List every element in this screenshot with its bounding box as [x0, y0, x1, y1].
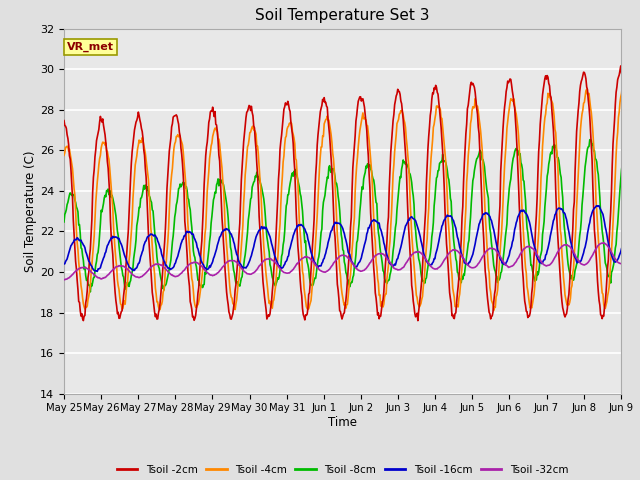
Tsoil -32cm	[456, 250, 463, 256]
Tsoil -16cm	[131, 267, 138, 273]
Line: Tsoil -4cm: Tsoil -4cm	[64, 86, 640, 311]
Tsoil -32cm	[291, 264, 299, 270]
Tsoil -2cm	[291, 167, 299, 173]
Tsoil -8cm	[423, 269, 431, 275]
Title: Soil Temperature Set 3: Soil Temperature Set 3	[255, 9, 429, 24]
Tsoil -32cm	[60, 277, 68, 283]
Line: Tsoil -8cm: Tsoil -8cm	[64, 139, 640, 292]
Tsoil -8cm	[240, 263, 248, 269]
Tsoil -16cm	[240, 265, 248, 271]
Tsoil -4cm	[618, 84, 626, 89]
Text: VR_met: VR_met	[67, 42, 114, 52]
Tsoil -8cm	[456, 278, 464, 284]
Tsoil -16cm	[292, 227, 300, 232]
Tsoil -8cm	[86, 289, 94, 295]
Tsoil -32cm	[636, 238, 640, 244]
Tsoil -32cm	[130, 273, 138, 278]
Tsoil -4cm	[638, 308, 640, 313]
Tsoil -2cm	[423, 162, 431, 168]
Line: Tsoil -32cm: Tsoil -32cm	[64, 241, 640, 280]
Tsoil -4cm	[268, 305, 276, 311]
Tsoil -16cm	[456, 247, 464, 252]
Tsoil -16cm	[269, 246, 277, 252]
Tsoil -2cm	[130, 134, 138, 140]
Tsoil -16cm	[60, 261, 68, 267]
Tsoil -32cm	[239, 266, 246, 272]
Y-axis label: Soil Temperature (C): Soil Temperature (C)	[24, 150, 37, 272]
Legend: Tsoil -2cm, Tsoil -4cm, Tsoil -8cm, Tsoil -16cm, Tsoil -32cm: Tsoil -2cm, Tsoil -4cm, Tsoil -8cm, Tsoi…	[113, 461, 572, 479]
Tsoil -8cm	[131, 250, 138, 256]
Tsoil -8cm	[269, 276, 277, 282]
Line: Tsoil -16cm: Tsoil -16cm	[64, 203, 640, 272]
Tsoil -2cm	[268, 288, 276, 294]
Tsoil -8cm	[624, 136, 632, 142]
Tsoil -4cm	[60, 153, 68, 158]
Tsoil -2cm	[456, 250, 464, 256]
Tsoil -4cm	[291, 141, 299, 146]
Tsoil -16cm	[93, 269, 101, 275]
Line: Tsoil -2cm: Tsoil -2cm	[64, 63, 640, 321]
Tsoil -8cm	[292, 167, 300, 172]
Tsoil -16cm	[631, 200, 639, 205]
Tsoil -2cm	[239, 153, 246, 158]
Tsoil -8cm	[60, 219, 68, 225]
Tsoil -32cm	[422, 257, 430, 263]
Tsoil -4cm	[130, 185, 138, 191]
Tsoil -2cm	[414, 318, 422, 324]
X-axis label: Time: Time	[328, 416, 357, 429]
Tsoil -16cm	[423, 259, 431, 265]
Tsoil -32cm	[268, 258, 276, 264]
Tsoil -2cm	[60, 118, 68, 123]
Tsoil -4cm	[456, 291, 463, 297]
Tsoil -4cm	[239, 223, 246, 228]
Tsoil -4cm	[422, 245, 430, 251]
